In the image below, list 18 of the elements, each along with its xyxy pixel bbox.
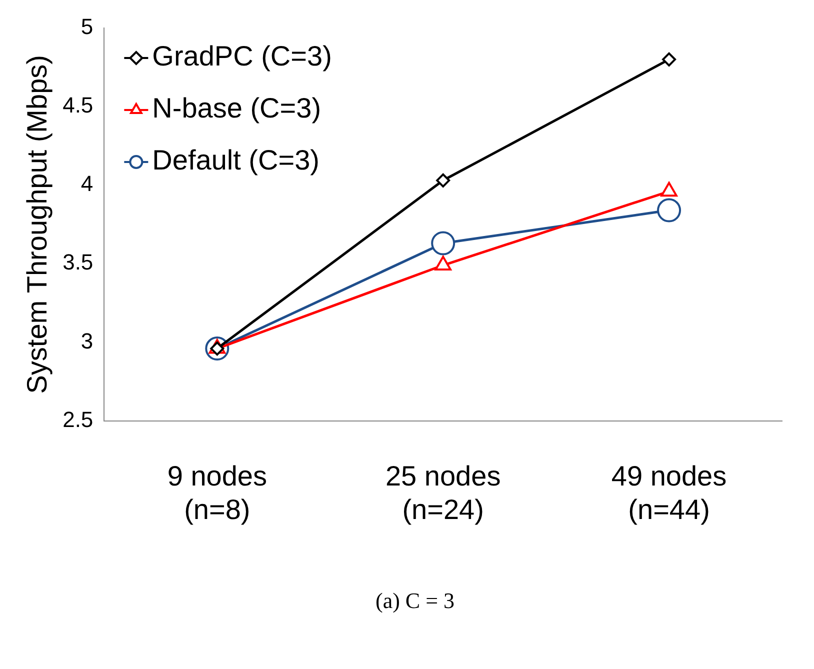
legend-label: Default (C=3) <box>152 144 320 176</box>
point <box>662 52 676 66</box>
point <box>657 198 682 222</box>
point <box>436 173 450 188</box>
y-tick-label: 2.5 <box>62 406 94 432</box>
y-tick-label: 4.5 <box>62 92 94 118</box>
y-tick-label: 3.5 <box>62 250 94 275</box>
x-tick-label: 9 nodes (n=8) <box>167 460 267 525</box>
y-tick-label: 5 <box>80 14 94 40</box>
point <box>431 231 456 256</box>
y-tick-label: 3 <box>80 328 94 354</box>
x-tick-label: 49 nodes (n=44) <box>611 460 727 525</box>
x-tick-label: 25 nodes (n=24) <box>385 460 501 525</box>
text: (a) C = 3 <box>374 588 456 614</box>
legend-label: GradPC (C=3) <box>152 40 332 72</box>
legend-label: N-base (C=3) <box>152 92 322 124</box>
y-tick-label: 4 <box>80 171 94 196</box>
y-axis-title: System Throughput (Mbps) <box>22 55 53 394</box>
